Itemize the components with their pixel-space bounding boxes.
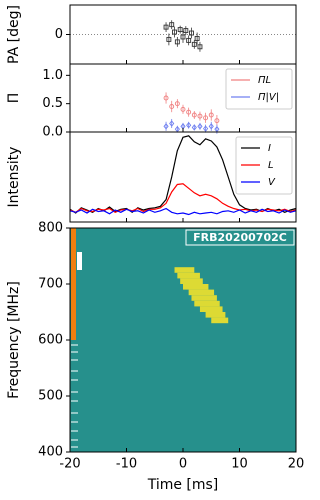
- point: [174, 39, 180, 45]
- point: [208, 112, 214, 118]
- y-tick-label: 1.0: [42, 68, 63, 83]
- point: [166, 36, 172, 42]
- y-tick-label: 700: [38, 277, 63, 292]
- point: [180, 34, 186, 40]
- panel-frame: [69, 227, 297, 453]
- point: [169, 104, 175, 109]
- burst-channel: [205, 312, 226, 318]
- point: [177, 27, 183, 33]
- y-axis-label: PA [deg]: [6, 5, 22, 64]
- legend-box: [225, 68, 293, 110]
- point: [186, 109, 192, 115]
- point: [174, 101, 180, 107]
- point: [189, 30, 194, 36]
- burst-channel: [177, 272, 200, 279]
- y-tick-label: 0.0: [42, 125, 63, 140]
- point: [163, 24, 169, 30]
- burst-channel: [183, 284, 209, 290]
- legend-label: V: [268, 177, 276, 188]
- legend-label: I: [268, 143, 271, 154]
- point: [203, 115, 209, 121]
- annotation-box: [185, 229, 295, 246]
- point: [169, 120, 175, 127]
- y-tick-label: 400: [38, 445, 63, 460]
- x-tick-label: -10: [116, 457, 137, 472]
- flag-bar: [71, 228, 76, 340]
- legend-label: ΠL: [258, 75, 271, 86]
- y-tick-label: 800: [38, 221, 63, 236]
- point: [197, 44, 203, 50]
- point: [183, 28, 189, 34]
- point: [186, 121, 192, 129]
- point: [208, 123, 214, 130]
- burst-channel: [211, 317, 229, 324]
- y-tick-label: 500: [38, 389, 63, 404]
- spectrogram-background: [70, 228, 296, 452]
- point: [163, 123, 169, 130]
- x-tick-label: 10: [231, 457, 248, 472]
- legend-label: L: [268, 160, 274, 171]
- burst-channel: [188, 289, 215, 296]
- point: [191, 124, 197, 131]
- line-series: [69, 207, 297, 216]
- point: [163, 95, 169, 101]
- burst-channel: [194, 300, 220, 307]
- figure: PA [deg] 0 Π 0.0 0.5 1.0 ΠL Π|V| Intensity ILV Fre…: [6, 4, 305, 493]
- x-tick-label: 20: [288, 457, 305, 472]
- masked-channels: [71, 344, 78, 448]
- burst-channel: [180, 278, 203, 284]
- point: [203, 125, 209, 132]
- y-tick-label: 0: [55, 27, 63, 42]
- legend-box: [235, 136, 293, 195]
- point: [194, 35, 200, 41]
- line-series: [69, 183, 297, 213]
- point: [191, 41, 197, 47]
- y-axis-label: Π: [6, 93, 22, 104]
- point: [180, 106, 186, 112]
- x-tick-label: -20: [59, 457, 80, 472]
- y-axis-label: Frequency [MHz]: [6, 281, 22, 399]
- burst-channel: [174, 267, 195, 273]
- annotation: FRB20200702C: [193, 231, 287, 244]
- point: [191, 112, 197, 118]
- y-tick-label: 600: [38, 333, 63, 348]
- masked-block: [77, 252, 82, 270]
- point: [197, 123, 203, 130]
- point: [197, 113, 203, 119]
- point: [172, 29, 177, 35]
- point: [186, 37, 192, 43]
- point: [169, 22, 175, 28]
- y-tick-label: 0.5: [42, 96, 63, 111]
- burst-channel: [199, 306, 223, 312]
- point: [214, 118, 220, 124]
- x-tick-label: 0: [179, 457, 187, 472]
- burst-channel: [191, 295, 217, 301]
- y-axis-label: Intensity: [6, 147, 22, 208]
- legend-label: Π|V|: [258, 92, 279, 103]
- x-axis-label: Time [ms]: [147, 477, 219, 493]
